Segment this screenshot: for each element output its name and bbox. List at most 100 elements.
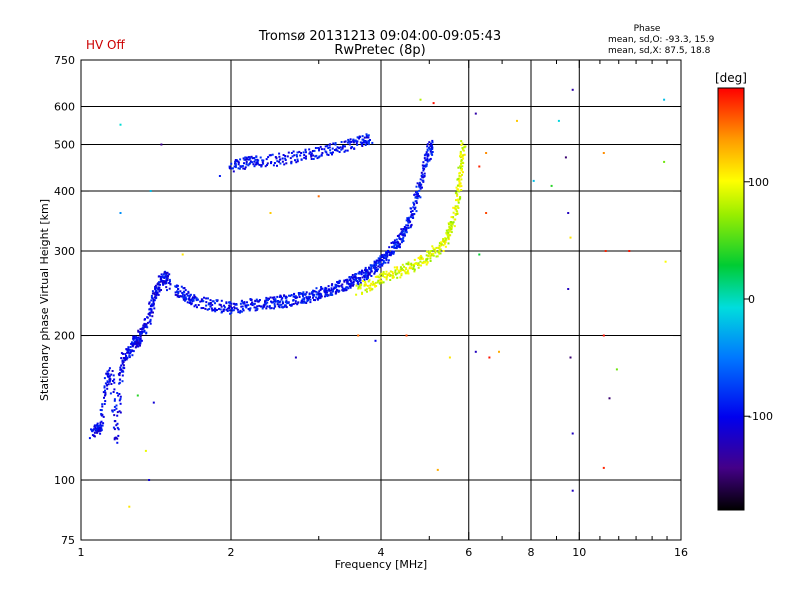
- trace-point: [205, 297, 208, 300]
- trace-point: [431, 245, 434, 248]
- trace-point: [165, 279, 168, 282]
- trace-point: [251, 301, 254, 304]
- trace-point: [167, 275, 169, 278]
- trace-point: [346, 278, 349, 281]
- trace-point: [162, 283, 165, 286]
- trace-point: [126, 356, 129, 359]
- trace-point: [457, 177, 460, 180]
- trace-point: [426, 155, 429, 158]
- trace-point: [311, 150, 314, 152]
- y-tick-label: 600: [54, 101, 75, 114]
- trace-point: [399, 266, 402, 269]
- trace-point: [250, 298, 253, 301]
- x-tick-label: 1: [78, 546, 85, 559]
- trace-point: [117, 434, 120, 437]
- trace-point: [160, 289, 162, 291]
- scatter-point: [569, 356, 572, 359]
- trace-point: [124, 356, 127, 359]
- trace-point: [389, 279, 392, 281]
- trace-point: [368, 287, 371, 290]
- trace-point: [442, 238, 445, 241]
- trace-point: [218, 307, 220, 310]
- trace-point: [215, 299, 218, 302]
- trace-point: [439, 252, 442, 255]
- trace-point: [380, 264, 383, 267]
- trace-point: [386, 254, 389, 257]
- trace-point: [358, 135, 361, 138]
- trace-point: [375, 268, 378, 271]
- trace-point: [330, 292, 333, 295]
- trace-point: [361, 293, 363, 295]
- trace-point: [150, 296, 153, 299]
- trace-point: [181, 292, 184, 294]
- trace-point: [387, 251, 390, 253]
- trace-point: [425, 163, 428, 166]
- trace-point: [425, 151, 428, 154]
- trace-point: [281, 160, 284, 163]
- trace-point: [278, 304, 281, 307]
- trace-point: [270, 307, 273, 310]
- trace-point: [429, 254, 432, 257]
- trace-point: [304, 149, 307, 152]
- scatter-point: [571, 88, 574, 91]
- trace-point: [401, 240, 404, 243]
- trace-point: [152, 311, 154, 314]
- trace-point: [370, 275, 373, 277]
- trace-point: [145, 323, 148, 326]
- trace-point: [369, 264, 372, 267]
- trace-point: [338, 285, 341, 288]
- trace-point: [397, 270, 400, 273]
- scatter-point: [317, 195, 320, 198]
- trace-point: [281, 297, 284, 300]
- trace-point: [144, 318, 146, 321]
- trace-point: [368, 279, 371, 282]
- trace-point: [128, 355, 131, 358]
- trace-point: [297, 292, 300, 294]
- trace-point: [96, 423, 99, 426]
- trace-point: [385, 270, 388, 273]
- trace-point: [273, 302, 276, 305]
- trace-point: [459, 182, 462, 185]
- trace-point: [426, 143, 429, 146]
- trace-point: [425, 254, 428, 257]
- trace-point: [417, 195, 420, 198]
- trace-point: [342, 145, 345, 147]
- trace-point: [458, 185, 461, 188]
- trace-point: [353, 276, 356, 278]
- trace-point: [347, 282, 350, 285]
- trace-point: [365, 276, 368, 279]
- trace-point: [245, 163, 248, 166]
- trace-point: [122, 370, 125, 373]
- trace-point: [209, 305, 212, 308]
- trace-point: [237, 311, 240, 314]
- trace-point: [354, 276, 357, 279]
- scatter-point: [557, 119, 560, 122]
- trace-point: [186, 301, 189, 304]
- trace-point: [429, 145, 432, 148]
- trace-point: [392, 250, 395, 253]
- trace-point: [226, 307, 229, 310]
- trace-point: [318, 147, 321, 150]
- trace-point: [194, 296, 197, 299]
- trace-point: [403, 234, 406, 237]
- trace-point: [242, 302, 245, 305]
- trace-point: [426, 157, 429, 160]
- trace-point: [364, 144, 367, 146]
- trace-point: [268, 305, 271, 308]
- trace-point: [120, 364, 123, 367]
- trace-point: [310, 158, 313, 160]
- trace-point: [363, 136, 366, 139]
- trace-point: [195, 297, 198, 300]
- trace-point: [235, 307, 238, 310]
- trace-point: [314, 147, 317, 149]
- trace-point: [425, 153, 428, 156]
- trace-point: [428, 252, 430, 255]
- trace-point: [438, 245, 441, 248]
- trace-point: [377, 257, 380, 260]
- trace-point: [154, 288, 157, 291]
- scatter-point: [567, 288, 570, 290]
- trace-point: [140, 339, 143, 342]
- trace-point: [119, 366, 122, 369]
- trace-point: [256, 158, 259, 161]
- trace-point: [164, 275, 167, 278]
